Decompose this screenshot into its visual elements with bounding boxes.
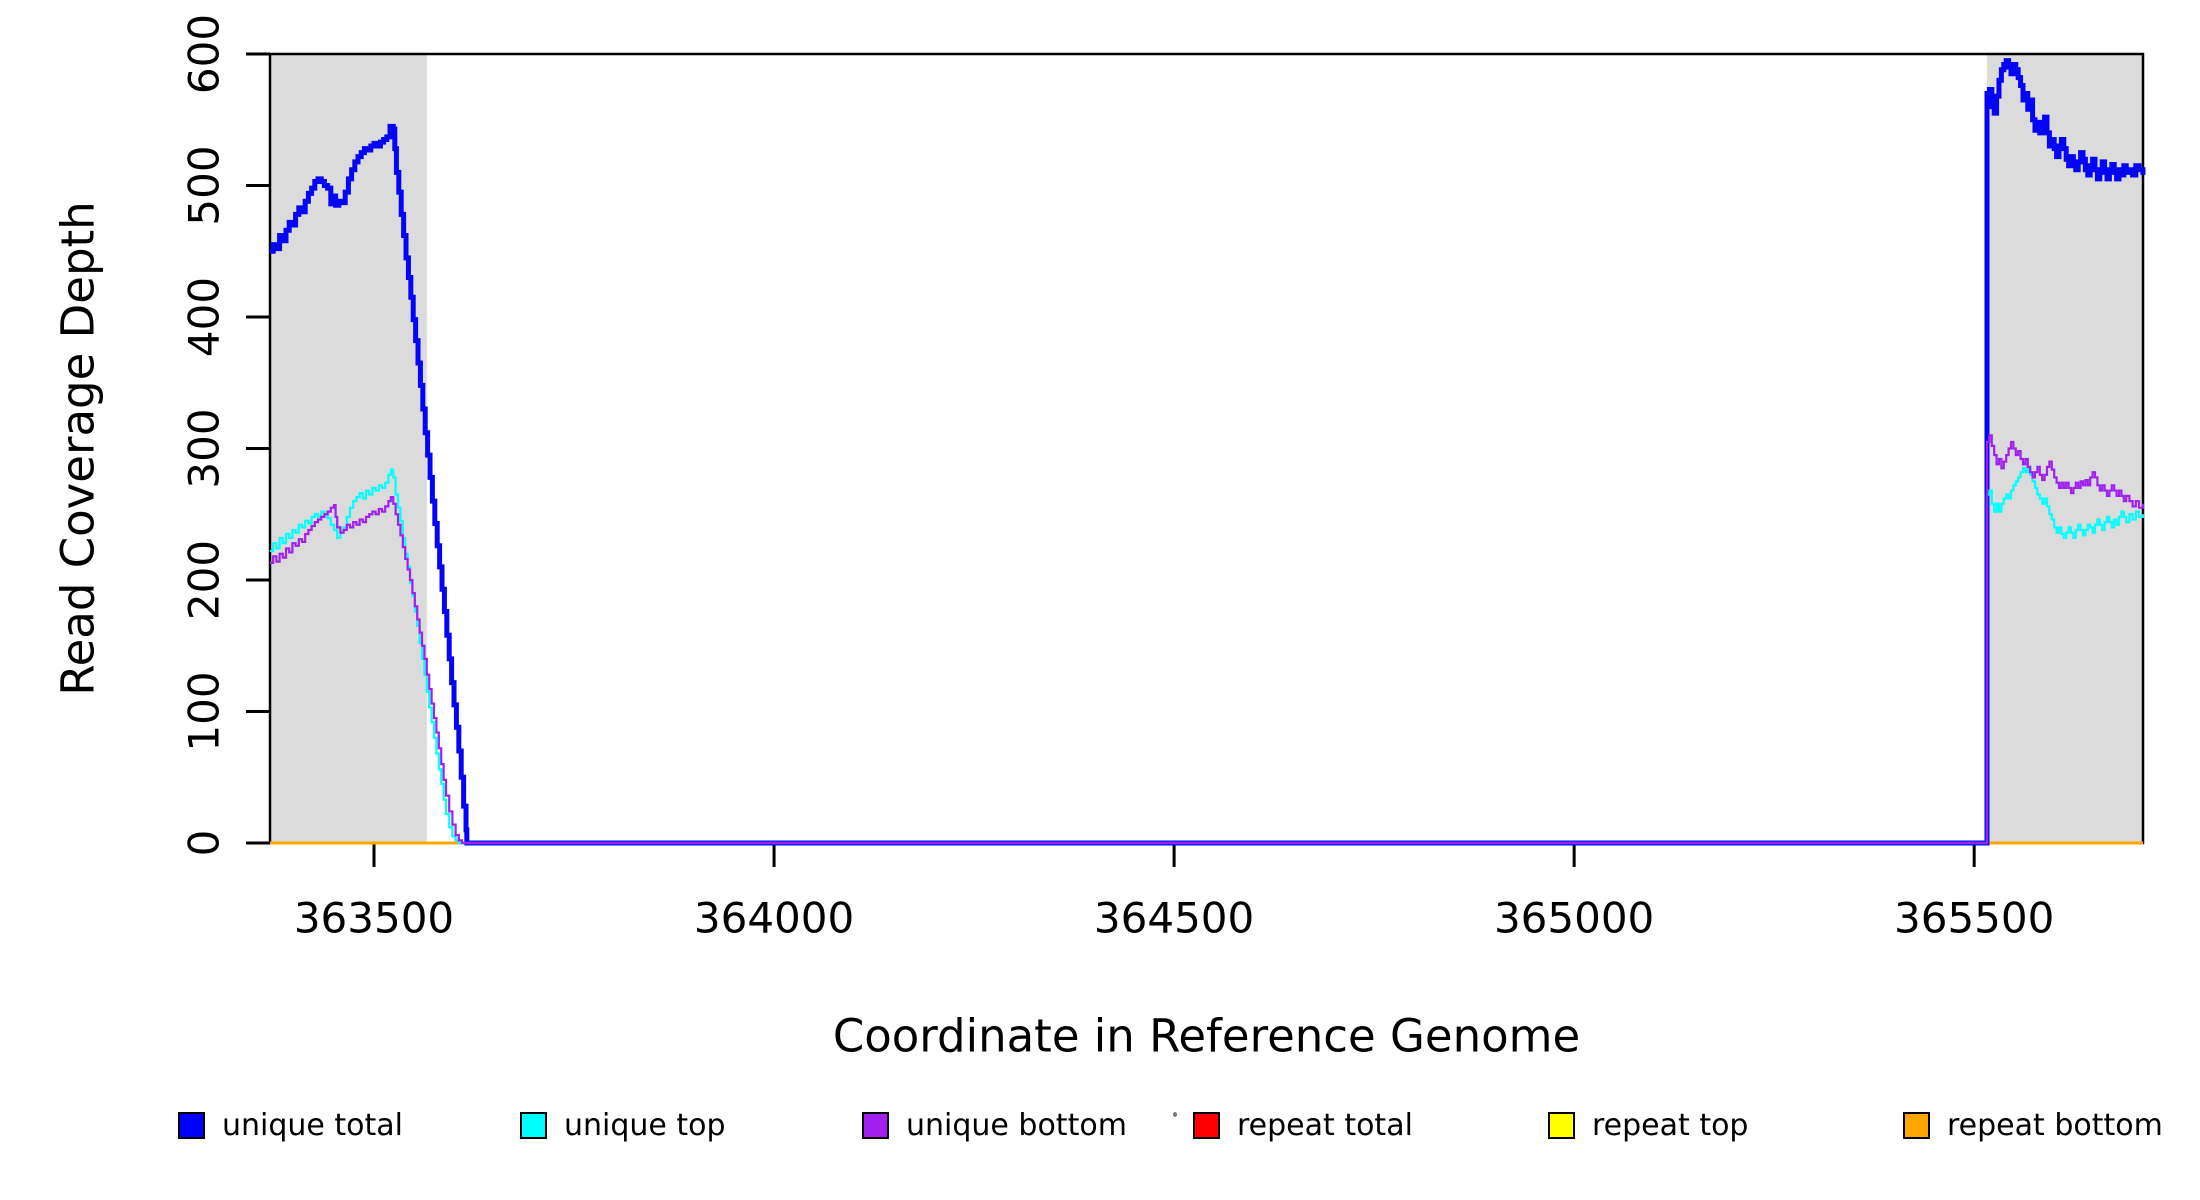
legend-swatch-icon [520, 1111, 547, 1139]
legend-label: unique total [222, 1107, 404, 1143]
x-tick-label: 364000 [694, 894, 854, 943]
legend-item-repeat-top: repeat top [1548, 1106, 1748, 1144]
series-unique-total [270, 58, 2146, 846]
x-tick-label: 365500 [1894, 894, 2054, 943]
x-axis-title: Coordinate in Reference Genome [833, 1010, 1580, 1063]
series-unique-bottom [270, 434, 2145, 845]
highlight-band [270, 54, 427, 843]
y-tick-label: 500 [180, 145, 229, 225]
legend-swatch-icon [178, 1111, 205, 1139]
y-tick-label: 100 [180, 671, 229, 751]
y-tick-label: 400 [180, 277, 229, 357]
legend-label: unique bottom [906, 1107, 1127, 1143]
legend-swatch-icon [1548, 1111, 1575, 1139]
legend-item-unique-top: unique top [520, 1106, 726, 1144]
legend-label: repeat top [1592, 1107, 1749, 1143]
x-tick-label: 364500 [1094, 894, 1254, 943]
stray-dot-artifact [1173, 1112, 1177, 1117]
legend-item-repeat-bottom: repeat bottom [1903, 1106, 2163, 1144]
y-axis-title: Read Coverage Depth [52, 201, 105, 695]
legend-label: unique top [564, 1107, 726, 1143]
legend-item-unique-bottom: unique bottom [862, 1106, 1127, 1144]
coverage-chart: 0 100 200 300 400 500 600 363500 364000 364500 365… [52, 14, 2146, 1063]
x-tick-label: 363500 [294, 894, 454, 943]
y-tick-label: 0 [180, 830, 229, 857]
y-tick-label: 200 [180, 540, 229, 620]
legend-swatch-icon [1193, 1111, 1220, 1139]
legend-item-repeat-total: repeat total [1193, 1106, 1413, 1144]
series-unique-top [270, 465, 2145, 845]
legend-swatch-icon [862, 1111, 889, 1139]
legend: unique total unique top unique bottom repea… [0, 0, 2200, 1143]
legend-label: repeat bottom [1947, 1107, 2163, 1143]
x-tick-label: 365000 [1494, 894, 1654, 943]
y-tick-label: 300 [180, 408, 229, 488]
y-tick-label: 600 [180, 14, 229, 94]
legend-swatch-icon [1903, 1111, 1930, 1139]
legend-item-unique-total: unique total [178, 1106, 403, 1144]
legend-label: repeat total [1237, 1107, 1413, 1143]
plot-box [268, 52, 2145, 845]
